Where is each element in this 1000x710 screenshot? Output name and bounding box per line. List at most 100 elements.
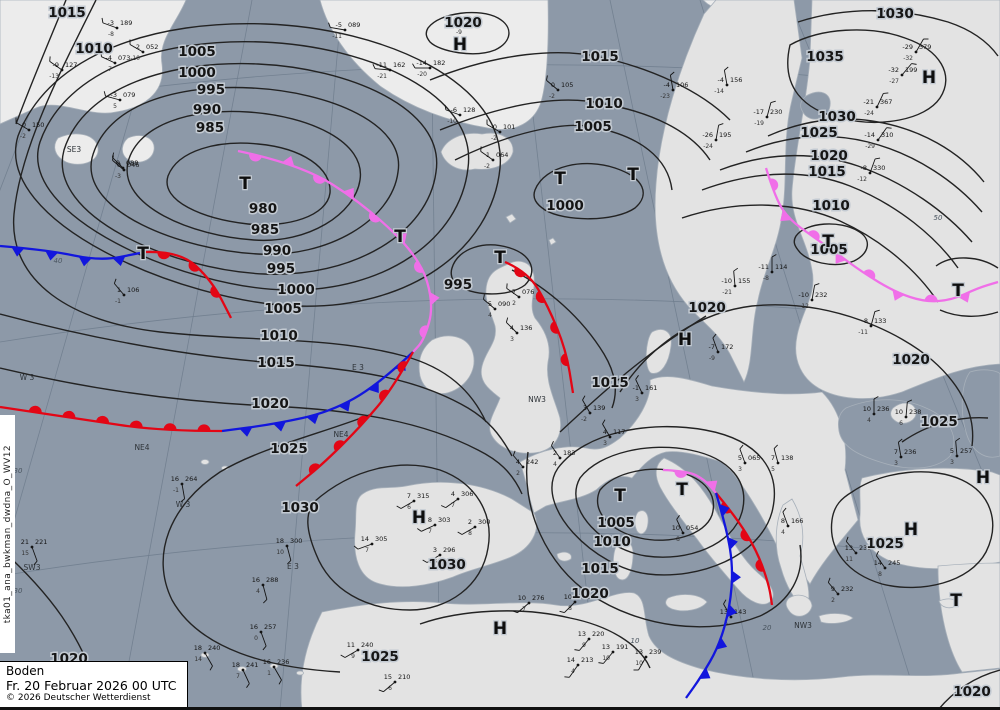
svg-text:-10: -10 xyxy=(130,55,140,62)
sea-area-wind-label: W 3 xyxy=(20,373,35,382)
warm-front-line xyxy=(715,492,774,606)
svg-text:221: 221 xyxy=(35,538,47,546)
warm-front-marker xyxy=(769,178,779,192)
svg-text:288: 288 xyxy=(266,576,278,584)
svg-text:073: 073 xyxy=(118,54,130,62)
station-plot: 13 191 10 xyxy=(598,643,628,664)
station-plot: 7 138 5 xyxy=(771,444,793,473)
cold-front-marker xyxy=(699,667,711,679)
bottom-frame-bar xyxy=(0,707,1000,710)
svg-text:2: 2 xyxy=(553,449,557,457)
high-pressure-center: H xyxy=(678,330,692,350)
station-plot: 13 220 9 xyxy=(574,630,604,651)
isobar-label: 1010 xyxy=(585,96,623,112)
isobar-label: 1005 xyxy=(574,119,612,135)
sea-area-wind-label: W 3 xyxy=(176,500,191,509)
svg-text:-1: -1 xyxy=(633,384,639,392)
svg-text:-20: -20 xyxy=(417,71,427,78)
svg-text:136: 136 xyxy=(520,324,532,332)
isobar-label: 1035 xyxy=(806,49,844,65)
warm-front-marker xyxy=(550,321,560,334)
land-levant xyxy=(937,562,1000,673)
low-pressure-center: T xyxy=(494,248,506,268)
low-pressure-center: T xyxy=(239,174,251,194)
svg-text:10: 10 xyxy=(602,655,610,662)
svg-text:303: 303 xyxy=(438,516,450,524)
warm-front-marker xyxy=(535,290,546,304)
svg-text:13: 13 xyxy=(602,643,610,651)
svg-text:138: 138 xyxy=(781,454,793,462)
svg-text:166: 166 xyxy=(791,517,803,525)
land-corsica xyxy=(634,510,649,535)
station-plot: 5 257 3 xyxy=(950,437,972,466)
station-plot: -1 161 3 xyxy=(633,375,657,403)
graticule-number-label: 30 xyxy=(14,467,23,475)
land-canada-island xyxy=(54,133,99,165)
svg-text:4: 4 xyxy=(553,461,557,468)
high-pressure-center: H xyxy=(904,520,918,540)
cold-front-marker xyxy=(45,250,59,261)
svg-text:3: 3 xyxy=(894,460,898,467)
svg-text:16: 16 xyxy=(263,658,271,666)
svg-text:-2: -2 xyxy=(549,93,555,100)
svg-text:-13: -13 xyxy=(49,73,59,80)
svg-text:-24: -24 xyxy=(864,110,874,117)
svg-text:8: 8 xyxy=(468,530,472,537)
svg-text:-11: -11 xyxy=(332,33,342,40)
svg-text:9: 9 xyxy=(831,585,835,593)
station-plot: -14 310 -29 xyxy=(864,127,893,150)
station-plot: 15 210 6 xyxy=(378,673,410,693)
svg-text:3: 3 xyxy=(603,440,607,447)
svg-text:1: 1 xyxy=(267,670,271,677)
weather-fronts xyxy=(0,149,999,699)
station-plot: 2 300 8 xyxy=(457,518,490,537)
svg-text:052: 052 xyxy=(146,43,158,51)
svg-text:-5: -5 xyxy=(336,21,342,29)
warm-front-marker xyxy=(740,529,751,542)
isobar-label: 1030 xyxy=(281,500,319,516)
svg-text:-8: -8 xyxy=(108,31,114,38)
svg-text:236: 236 xyxy=(904,448,916,456)
cold-front-marker xyxy=(306,413,320,425)
svg-text:367: 367 xyxy=(880,98,892,106)
svg-text:236: 236 xyxy=(277,658,289,666)
warm-front-marker xyxy=(308,463,321,475)
isobar-label: 1010 xyxy=(260,328,298,344)
station-plot: 5 090 4 xyxy=(483,294,510,319)
svg-text:-21: -21 xyxy=(377,73,387,80)
isobar-label: 1020 xyxy=(953,684,991,700)
isobar-label: 1020 xyxy=(688,300,726,316)
isobar-label: 1020 xyxy=(444,15,482,31)
land-italy xyxy=(655,457,774,605)
svg-text:-21: -21 xyxy=(863,98,874,106)
station-plot: 18 240 14 xyxy=(194,644,220,671)
svg-text:240: 240 xyxy=(208,644,220,652)
warm-front-marker xyxy=(419,325,429,339)
svg-text:3: 3 xyxy=(510,336,514,343)
svg-text:088: 088 xyxy=(468,17,480,25)
isobar-label: 1015 xyxy=(808,164,846,180)
svg-text:8: 8 xyxy=(568,605,572,612)
warm-front-marker xyxy=(368,211,381,223)
sea-area-wind-label: NW3 xyxy=(794,621,812,630)
land-denmark xyxy=(645,329,672,374)
station-plot: 10 054 8 xyxy=(672,515,698,543)
sea-caspian xyxy=(961,369,1000,458)
svg-text:-2: -2 xyxy=(581,416,587,423)
station-plot: 18 241 7 xyxy=(232,661,258,688)
cold-front-marker xyxy=(727,536,738,550)
station-plot: 3 296 13 xyxy=(422,546,455,565)
station-plot: 0 101 -2 xyxy=(486,119,515,142)
station-plot: 14 245 8 xyxy=(874,550,900,578)
svg-text:10: 10 xyxy=(895,408,903,416)
svg-text:064: 064 xyxy=(496,151,508,159)
station-plot: 11 240 9 xyxy=(340,641,373,660)
svg-text:13: 13 xyxy=(578,630,586,638)
isobar-label: 995 xyxy=(267,261,295,277)
svg-text:065: 065 xyxy=(748,454,760,462)
low-pressure-center: T xyxy=(952,281,964,301)
